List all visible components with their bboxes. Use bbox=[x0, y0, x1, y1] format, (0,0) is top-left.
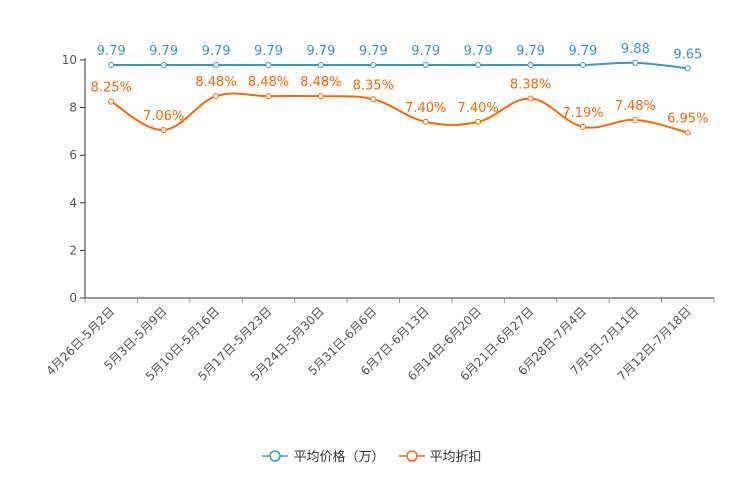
data-label: 8.25% bbox=[91, 81, 132, 96]
legend-marker-icon bbox=[262, 449, 289, 462]
legend-label: 平均价格（万） bbox=[293, 450, 385, 465]
data-point bbox=[108, 61, 115, 68]
data-label: 9.79 bbox=[149, 44, 178, 59]
data-label: 8.48% bbox=[248, 75, 289, 90]
data-label: 9.79 bbox=[464, 44, 493, 59]
data-point bbox=[684, 129, 691, 136]
data-point bbox=[370, 61, 377, 68]
legend-marker-icon bbox=[398, 449, 425, 462]
data-point bbox=[370, 96, 377, 103]
data-point bbox=[265, 61, 272, 68]
data-label: 9.79 bbox=[568, 44, 597, 59]
data-point bbox=[632, 59, 639, 66]
data-label: 9.79 bbox=[411, 44, 440, 59]
data-point bbox=[213, 93, 220, 100]
series-line bbox=[111, 61, 688, 70]
data-point bbox=[579, 123, 586, 130]
data-point bbox=[527, 95, 534, 102]
data-label: 8.35% bbox=[353, 78, 394, 93]
data-point bbox=[632, 116, 639, 123]
data-point bbox=[475, 118, 482, 125]
legend-item[interactable]: 平均价格（万） bbox=[262, 446, 385, 465]
data-point bbox=[317, 93, 324, 100]
data-point bbox=[527, 61, 534, 68]
data-point bbox=[422, 118, 429, 125]
data-label: 7.48% bbox=[615, 99, 656, 114]
legend: 平均价格（万） 平均折扣 bbox=[0, 446, 744, 465]
y-tick-label: 10 bbox=[62, 53, 77, 67]
data-label: 7.19% bbox=[562, 106, 603, 121]
y-tick-label: 2 bbox=[69, 243, 77, 257]
legend-label: 平均折扣 bbox=[429, 450, 482, 465]
data-label: 9.79 bbox=[516, 44, 545, 59]
y-tick-label: 0 bbox=[69, 291, 77, 305]
data-point bbox=[213, 61, 220, 68]
y-tick-label: 6 bbox=[69, 148, 77, 162]
data-label: 9.65 bbox=[673, 47, 702, 62]
legend-item[interactable]: 平均折扣 bbox=[398, 446, 482, 465]
data-point bbox=[160, 126, 167, 133]
data-label: 7.06% bbox=[143, 109, 184, 124]
data-label: 9.88 bbox=[621, 42, 650, 57]
data-point bbox=[160, 61, 167, 68]
data-label: 7.40% bbox=[457, 101, 498, 116]
data-point bbox=[265, 93, 272, 100]
data-label: 9.79 bbox=[202, 44, 231, 59]
data-point bbox=[684, 65, 691, 72]
data-point bbox=[108, 98, 115, 105]
y-tick-label: 8 bbox=[69, 101, 77, 115]
data-label: 8.38% bbox=[510, 78, 551, 93]
data-label: 7.40% bbox=[405, 101, 446, 116]
data-label: 9.79 bbox=[306, 44, 335, 59]
data-label: 6.95% bbox=[667, 112, 708, 127]
data-label: 9.79 bbox=[254, 44, 283, 59]
data-point bbox=[317, 61, 324, 68]
data-label: 9.79 bbox=[97, 44, 126, 59]
data-label: 8.48% bbox=[300, 75, 341, 90]
y-tick-label: 4 bbox=[69, 196, 77, 210]
data-point bbox=[475, 61, 482, 68]
data-point bbox=[579, 61, 586, 68]
data-point bbox=[422, 61, 429, 68]
data-label: 9.79 bbox=[359, 44, 388, 59]
data-label: 8.48% bbox=[195, 75, 236, 90]
